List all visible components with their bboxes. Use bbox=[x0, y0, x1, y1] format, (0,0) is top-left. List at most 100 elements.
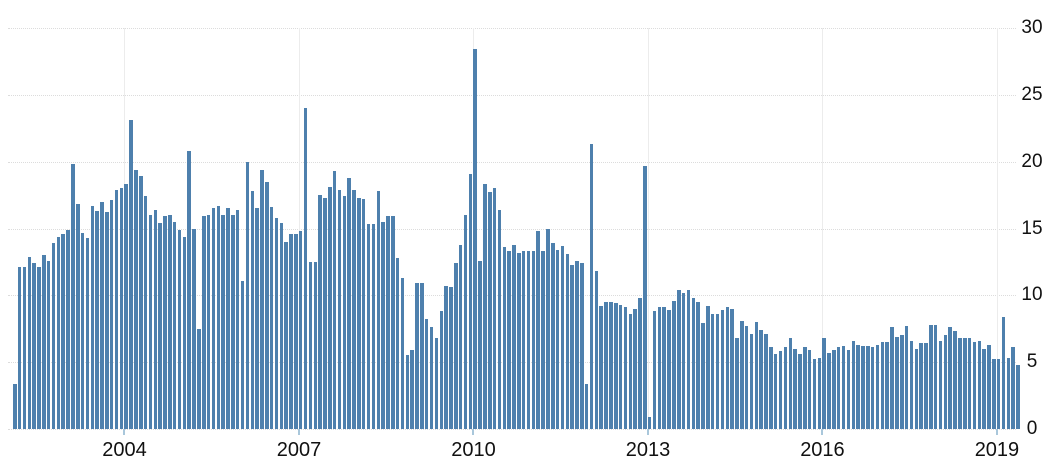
bar[interactable] bbox=[105, 212, 109, 429]
bar[interactable] bbox=[924, 343, 928, 429]
bar[interactable] bbox=[357, 197, 361, 429]
bar[interactable] bbox=[870, 347, 875, 429]
bar[interactable] bbox=[114, 189, 119, 429]
bar[interactable] bbox=[255, 208, 259, 429]
bar[interactable] bbox=[245, 161, 250, 429]
bar[interactable] bbox=[764, 334, 768, 429]
bar[interactable] bbox=[332, 171, 337, 429]
bar[interactable] bbox=[371, 224, 376, 429]
bar[interactable] bbox=[265, 181, 269, 429]
bar[interactable] bbox=[109, 200, 114, 429]
bar[interactable] bbox=[337, 189, 342, 429]
bar[interactable] bbox=[192, 228, 196, 429]
bar[interactable] bbox=[614, 303, 618, 429]
bar[interactable] bbox=[163, 216, 167, 429]
bar[interactable] bbox=[381, 221, 385, 429]
bar[interactable] bbox=[861, 346, 865, 429]
bar[interactable] bbox=[822, 338, 826, 429]
bar[interactable] bbox=[856, 344, 860, 429]
bar[interactable] bbox=[904, 326, 909, 429]
bar[interactable] bbox=[512, 244, 516, 429]
bar[interactable] bbox=[478, 260, 482, 429]
bar[interactable] bbox=[749, 334, 754, 429]
bar[interactable] bbox=[594, 271, 599, 429]
bar[interactable] bbox=[42, 255, 46, 429]
bar[interactable] bbox=[841, 346, 846, 429]
bar[interactable] bbox=[328, 187, 332, 429]
bar[interactable] bbox=[657, 307, 662, 429]
bar[interactable] bbox=[124, 184, 128, 429]
bar[interactable] bbox=[488, 192, 492, 429]
bar[interactable] bbox=[434, 338, 439, 429]
bar[interactable] bbox=[134, 169, 138, 429]
bar[interactable] bbox=[890, 327, 894, 429]
bar[interactable] bbox=[851, 340, 856, 429]
bar[interactable] bbox=[740, 320, 744, 429]
bar[interactable] bbox=[449, 287, 453, 429]
bar[interactable] bbox=[783, 347, 788, 429]
bar[interactable] bbox=[274, 217, 279, 429]
bar[interactable] bbox=[76, 204, 80, 429]
bar[interactable] bbox=[172, 221, 177, 429]
bar[interactable] bbox=[710, 314, 715, 429]
bar[interactable] bbox=[463, 215, 468, 429]
bar[interactable] bbox=[875, 344, 880, 429]
bar[interactable] bbox=[618, 304, 623, 429]
bar[interactable] bbox=[720, 310, 725, 429]
bar[interactable] bbox=[817, 358, 822, 429]
bar[interactable] bbox=[628, 314, 633, 429]
bar[interactable] bbox=[880, 342, 885, 429]
bar[interactable] bbox=[66, 229, 70, 429]
bar[interactable] bbox=[502, 247, 507, 429]
bar[interactable] bbox=[536, 231, 540, 429]
bar[interactable] bbox=[987, 344, 991, 429]
bar[interactable] bbox=[1001, 316, 1006, 429]
bar[interactable] bbox=[148, 215, 153, 429]
bar[interactable] bbox=[231, 215, 235, 429]
bar[interactable] bbox=[85, 237, 90, 429]
bar[interactable] bbox=[929, 324, 933, 429]
bar[interactable] bbox=[153, 209, 158, 429]
bar[interactable] bbox=[977, 340, 982, 429]
bar[interactable] bbox=[366, 224, 371, 429]
bar[interactable] bbox=[303, 108, 308, 429]
bar[interactable] bbox=[900, 335, 904, 429]
bar[interactable] bbox=[483, 184, 487, 429]
bar[interactable] bbox=[953, 331, 957, 429]
bar[interactable] bbox=[51, 243, 56, 429]
bar[interactable] bbox=[71, 164, 75, 429]
bar[interactable] bbox=[560, 245, 565, 429]
bar[interactable] bbox=[342, 196, 347, 429]
bar[interactable] bbox=[95, 211, 99, 429]
bar[interactable] bbox=[46, 260, 51, 429]
bar[interactable] bbox=[361, 199, 366, 429]
bar[interactable] bbox=[696, 302, 700, 429]
bar[interactable] bbox=[429, 327, 434, 429]
bar[interactable] bbox=[885, 342, 889, 429]
bar[interactable] bbox=[526, 251, 531, 429]
bar[interactable] bbox=[827, 352, 831, 429]
bar[interactable] bbox=[735, 338, 739, 429]
bar[interactable] bbox=[933, 324, 938, 429]
bar[interactable] bbox=[37, 267, 41, 429]
bar[interactable] bbox=[832, 350, 836, 429]
bar[interactable] bbox=[623, 307, 628, 429]
bar[interactable] bbox=[570, 264, 574, 429]
bar[interactable] bbox=[206, 215, 211, 429]
bar[interactable] bbox=[260, 169, 264, 429]
bar[interactable] bbox=[938, 340, 943, 429]
bar[interactable] bbox=[517, 252, 521, 429]
bar[interactable] bbox=[662, 307, 666, 429]
bar[interactable] bbox=[168, 215, 172, 429]
bar[interactable] bbox=[982, 348, 986, 429]
bar[interactable] bbox=[119, 188, 124, 429]
bar[interactable] bbox=[226, 208, 230, 429]
bar[interactable] bbox=[798, 354, 802, 429]
bar[interactable] bbox=[589, 144, 594, 429]
bar[interactable] bbox=[468, 173, 473, 429]
bar[interactable] bbox=[294, 233, 298, 429]
bar[interactable] bbox=[308, 261, 313, 429]
bar[interactable] bbox=[216, 205, 221, 429]
bar[interactable] bbox=[759, 330, 763, 429]
